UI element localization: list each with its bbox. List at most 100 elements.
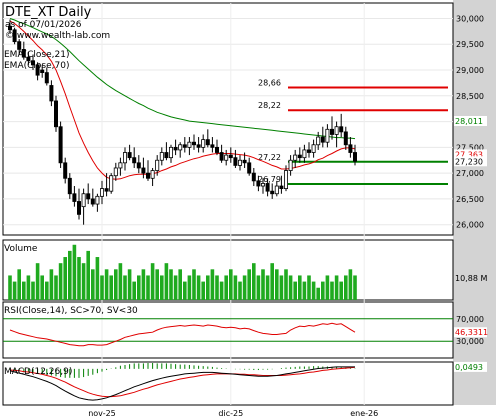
volume-bar bbox=[284, 269, 288, 300]
volume-bar bbox=[279, 275, 284, 300]
candle-body bbox=[293, 154, 298, 161]
volume-bar bbox=[206, 275, 210, 300]
volume-last-label: 10,88 M bbox=[455, 274, 487, 283]
volume-bar bbox=[150, 263, 155, 300]
candle bbox=[12, 27, 17, 45]
candle bbox=[352, 144, 357, 166]
candle bbox=[141, 157, 146, 179]
candle bbox=[132, 147, 137, 168]
candle bbox=[214, 139, 219, 156]
candle-body bbox=[265, 183, 270, 192]
candle-body bbox=[104, 188, 109, 192]
volume-bar bbox=[187, 275, 192, 300]
date-tick-label: nov-25 bbox=[88, 409, 116, 418]
volume-bar bbox=[45, 281, 49, 300]
candle-body bbox=[86, 193, 91, 200]
candle-body bbox=[201, 139, 206, 148]
candle bbox=[237, 155, 242, 171]
volume-bar bbox=[155, 269, 159, 300]
volume-bar bbox=[178, 269, 182, 300]
volume-bar bbox=[275, 269, 279, 300]
volume-bar bbox=[109, 275, 113, 300]
volume-bar bbox=[307, 275, 311, 300]
level-label: 28,66 bbox=[258, 79, 281, 88]
level-label: 28,22 bbox=[258, 101, 281, 110]
candle-body bbox=[191, 141, 196, 146]
volume-bar bbox=[261, 269, 265, 300]
candle bbox=[270, 183, 275, 199]
candle-body bbox=[40, 69, 45, 74]
candle-body bbox=[297, 154, 302, 159]
candle-body bbox=[348, 144, 353, 153]
candle bbox=[205, 129, 210, 148]
volume-bar bbox=[229, 269, 233, 300]
volume-bar bbox=[31, 281, 35, 300]
candle bbox=[311, 139, 316, 158]
volume-bar bbox=[118, 263, 123, 300]
candle bbox=[178, 142, 183, 158]
candle bbox=[302, 144, 307, 163]
candle bbox=[320, 126, 325, 148]
candle bbox=[343, 126, 348, 150]
chart-title: DTE_XT Daily bbox=[5, 5, 92, 20]
candle-body bbox=[141, 167, 146, 174]
candle bbox=[283, 165, 288, 192]
macd-last-value-box bbox=[454, 361, 487, 372]
candle-body bbox=[67, 177, 72, 195]
candle-body bbox=[109, 175, 114, 192]
candle bbox=[228, 147, 233, 163]
candle-body bbox=[187, 141, 192, 148]
candle-body bbox=[12, 29, 17, 43]
candle-body bbox=[182, 144, 187, 148]
candle bbox=[279, 175, 284, 194]
volume-bar bbox=[26, 275, 31, 300]
volume-bar bbox=[302, 281, 307, 300]
volume-bar bbox=[344, 275, 348, 300]
volume-bar bbox=[86, 250, 90, 300]
macd-signal-line bbox=[9, 366, 356, 398]
candle-body bbox=[274, 185, 279, 195]
price-tick-label: 26,500 bbox=[456, 195, 484, 204]
candle-body bbox=[26, 56, 31, 62]
candle bbox=[95, 193, 100, 212]
candle-body bbox=[178, 144, 183, 151]
candle-body bbox=[237, 159, 242, 166]
volume-bar bbox=[63, 257, 67, 300]
volume-bar bbox=[233, 275, 238, 300]
volume-bar bbox=[160, 275, 164, 300]
candle bbox=[247, 157, 252, 176]
candle-body bbox=[316, 136, 321, 146]
price-tick-label: 27,500 bbox=[456, 143, 484, 152]
candle bbox=[191, 134, 196, 150]
volume-bar bbox=[72, 244, 77, 300]
candle-body bbox=[127, 152, 132, 159]
candle-body bbox=[329, 128, 334, 135]
candle-body bbox=[334, 126, 339, 135]
candle-body bbox=[306, 149, 311, 153]
candle bbox=[30, 54, 35, 71]
volume-bar bbox=[123, 275, 127, 300]
volume-bar bbox=[224, 275, 228, 300]
candle bbox=[40, 64, 45, 78]
candle bbox=[306, 142, 311, 158]
candle-body bbox=[95, 195, 100, 205]
candle-body bbox=[17, 41, 22, 50]
candle-body bbox=[339, 126, 344, 133]
candle bbox=[187, 137, 192, 156]
volume-pane-title: Volume bbox=[4, 244, 38, 254]
date-tick-label: ene-26 bbox=[350, 409, 378, 418]
candle bbox=[118, 157, 123, 176]
price-gridlines bbox=[3, 3, 453, 405]
candle-body bbox=[164, 152, 169, 159]
candle bbox=[325, 124, 330, 148]
candle-body bbox=[63, 162, 68, 179]
candle bbox=[329, 116, 334, 140]
volume-bar bbox=[141, 269, 146, 300]
candle-body bbox=[214, 146, 219, 153]
price-tick-label: 26,000 bbox=[456, 221, 484, 230]
candle bbox=[196, 137, 201, 153]
candle bbox=[35, 62, 40, 81]
candle bbox=[113, 162, 118, 181]
candle bbox=[49, 80, 54, 107]
volume-bar bbox=[132, 281, 136, 300]
